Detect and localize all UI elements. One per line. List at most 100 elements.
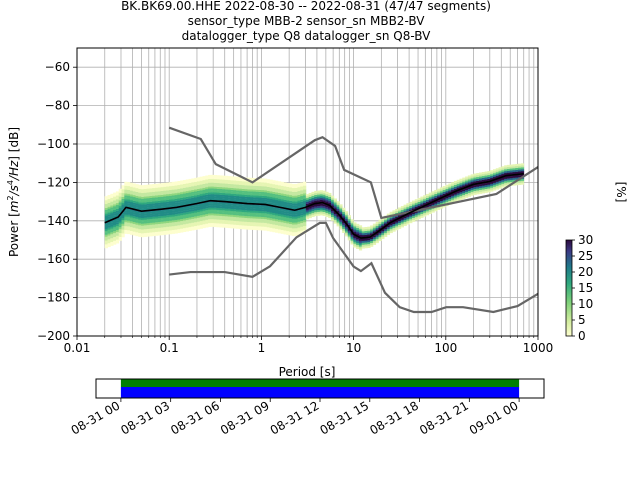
heatmap-cell — [124, 208, 128, 211]
heatmap-cell — [104, 205, 108, 208]
heatmap-cell — [149, 211, 153, 214]
heatmap-cell — [439, 200, 444, 203]
heatmap-cell — [224, 212, 229, 215]
heatmap-cell — [182, 212, 187, 215]
heatmap-cell — [492, 176, 497, 180]
heatmap-cell — [113, 219, 117, 222]
heatmap-cell — [294, 222, 298, 225]
heatmap-cell — [185, 189, 189, 192]
heatmap-cell — [283, 199, 287, 202]
heatmap-cell — [141, 185, 145, 188]
heatmap-cell — [330, 197, 335, 200]
heatmap-cell — [347, 230, 351, 233]
heatmap-cell — [277, 213, 282, 217]
heatmap-cell — [303, 220, 307, 223]
heatmap-cell — [266, 209, 270, 212]
heatmap-cell — [182, 195, 187, 198]
heatmap-cell — [333, 200, 337, 203]
heatmap-cell — [314, 198, 318, 201]
heatmap-cell — [163, 192, 167, 195]
heatmap-cell — [205, 181, 209, 184]
heatmap-cell — [115, 241, 120, 244]
heatmap-cell — [174, 223, 178, 226]
heatmap-cell — [328, 194, 332, 197]
heatmap-cell — [411, 213, 416, 217]
heatmap-cell — [135, 184, 139, 187]
heatmap-cell — [199, 199, 203, 202]
heatmap-cell — [110, 216, 114, 219]
heatmap-cell — [501, 183, 505, 186]
heatmap-cell — [289, 185, 293, 188]
heatmap-cell — [462, 191, 466, 194]
heatmap-cell — [241, 219, 245, 222]
heatmap-cell — [434, 201, 438, 204]
heatmap-cell — [356, 239, 360, 242]
heatmap-cell — [188, 209, 192, 212]
heatmap-cell — [127, 218, 131, 221]
heatmap-cell — [174, 181, 178, 184]
heatmap-cell — [470, 176, 474, 179]
heatmap-cell — [515, 169, 519, 172]
heatmap-cell — [384, 223, 388, 226]
heatmap-cell — [398, 226, 402, 229]
heatmap-cell — [219, 186, 223, 190]
heatmap-cell — [227, 204, 231, 207]
heatmap-cell — [233, 189, 237, 193]
heatmap-cell — [124, 225, 128, 229]
heatmap-cell — [275, 222, 279, 226]
heatmap-cell — [149, 186, 153, 189]
heatmap-cell — [269, 229, 273, 232]
heatmap-cell — [177, 211, 181, 214]
heatmap-cell — [328, 212, 332, 215]
heatmap-cell — [300, 217, 304, 220]
heatmap-cell — [381, 231, 385, 234]
heatmap-cell — [325, 209, 329, 212]
heatmap-cell — [230, 224, 234, 227]
heatmap-cell — [269, 225, 273, 228]
heatmap-cell — [330, 216, 335, 219]
heatmap-cell — [456, 198, 460, 202]
heatmap-cell — [194, 218, 198, 221]
heatmap-cell — [261, 220, 265, 223]
heatmap-cell — [495, 174, 499, 177]
heatmap-cell — [269, 200, 273, 203]
heatmap-cell — [300, 203, 304, 206]
heatmap-cell — [303, 189, 307, 192]
heatmap-cell — [297, 233, 301, 236]
heatmap-cell — [272, 214, 276, 217]
heatmap-cell — [166, 220, 170, 224]
heatmap-cell — [143, 192, 148, 195]
heatmap-cell — [127, 230, 131, 233]
heatmap-cell — [199, 207, 203, 210]
heatmap-cell — [437, 200, 441, 203]
heatmap-cell — [182, 191, 187, 194]
heatmap-cell — [146, 217, 150, 220]
heatmap-cell — [381, 236, 385, 240]
heatmap-cell — [213, 190, 217, 193]
heatmap-cell — [152, 185, 156, 189]
heatmap-cell — [188, 190, 192, 193]
heatmap-cell — [216, 192, 220, 195]
heatmap-cell — [194, 204, 198, 207]
heatmap-cell — [291, 233, 296, 237]
heatmap-cell — [300, 230, 304, 233]
heatmap-cell — [230, 178, 234, 181]
heatmap-cell — [269, 218, 273, 221]
heatmap-cell — [261, 222, 265, 225]
heatmap-cell — [431, 210, 435, 213]
heatmap-cell — [317, 192, 321, 195]
heatmap-cell — [506, 166, 511, 169]
heatmap-cell — [141, 208, 145, 211]
heatmap-cell — [378, 221, 382, 224]
heatmap-cell — [263, 188, 268, 191]
heatmap-cell — [241, 196, 245, 199]
heatmap-cell — [342, 213, 346, 216]
heatmap-cell — [294, 193, 298, 196]
heatmap-cell — [398, 222, 402, 225]
heatmap-cell — [138, 196, 142, 199]
heatmap-cell — [269, 223, 273, 226]
heatmap-cell — [224, 183, 229, 186]
heatmap-cell — [124, 191, 128, 194]
heatmap-cell — [236, 190, 240, 193]
heatmap-cell — [202, 193, 206, 196]
